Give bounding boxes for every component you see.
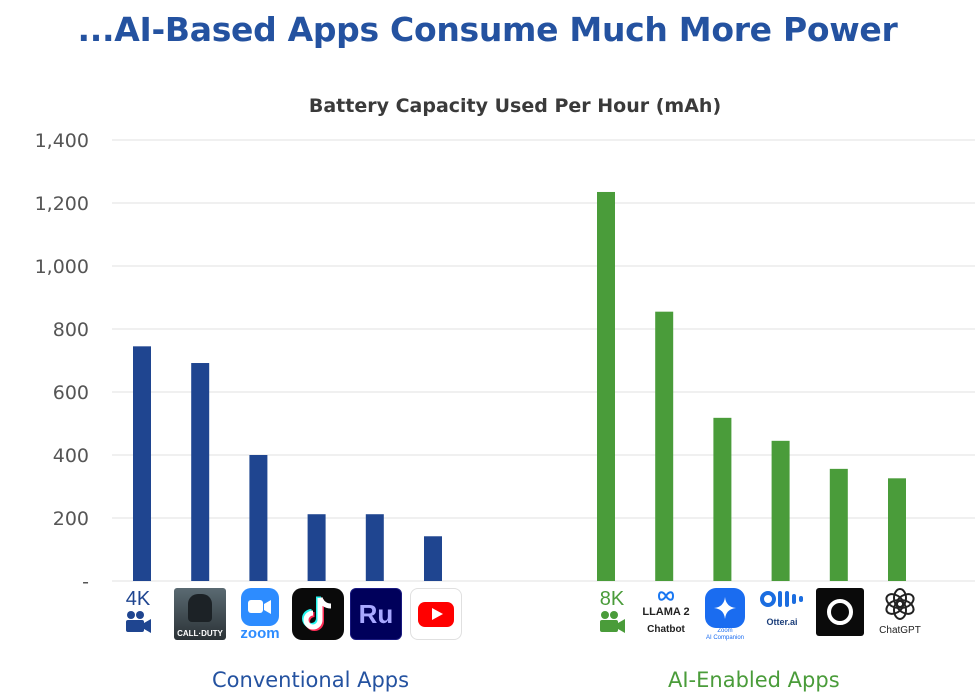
chatgpt-icon: ChatGPT	[873, 588, 927, 640]
bar-8k-video	[597, 191, 615, 581]
y-tick-label: 800	[53, 319, 89, 341]
y-tick-label: 1,400	[35, 130, 89, 152]
bar-adobe-rush	[365, 514, 384, 581]
otter-logo-icon	[760, 591, 803, 607]
tiktok-icon	[292, 588, 344, 640]
zoom-camera-icon	[248, 600, 271, 614]
meta-infinity-icon	[657, 591, 675, 601]
openai-logo-icon	[885, 588, 915, 620]
y-tick-label: -	[82, 571, 89, 593]
bars	[133, 191, 906, 581]
bar-circle-app	[829, 468, 848, 581]
call-of-duty-icon: CALL·DUTY	[174, 588, 226, 640]
zoom-icon: zoom	[237, 588, 283, 642]
video-camera-icon	[600, 611, 625, 633]
bar-4k-video	[133, 346, 151, 581]
y-tick-label: 400	[53, 445, 89, 467]
sparkle-icon	[714, 597, 736, 619]
llama2-icon: LLAMA 2 Chatbot	[636, 588, 696, 640]
bar-zoom-ai-companion	[713, 417, 732, 581]
bar-tiktok	[307, 514, 326, 581]
y-axis-ticks: - 200 400 600 800 1,000 1,200 1,400	[35, 130, 89, 593]
youtube-icon	[410, 588, 462, 640]
video-camera-icon	[126, 611, 151, 633]
zoom-ai-companion-icon: Zoom AI Companion	[703, 588, 747, 642]
y-tick-label: 200	[53, 508, 89, 530]
group-label-conventional: Conventional Apps	[212, 668, 410, 692]
bar-otter-ai	[771, 440, 790, 581]
page-headline: ...AI-Based Apps Consume Much More Power	[77, 10, 898, 49]
bar-llama-2-chatbot	[655, 311, 674, 581]
chart-title: Battery Capacity Used Per Hour (mAh)	[308, 95, 722, 117]
y-tick-label: 1,200	[35, 193, 89, 215]
circle-app-icon	[816, 588, 864, 636]
y-tick-label: 600	[53, 382, 89, 404]
play-icon	[432, 608, 443, 620]
adobe-rush-icon: Ru	[350, 588, 402, 640]
bar-chatgpt	[888, 478, 906, 581]
otter-ai-icon: Otter.ai	[758, 588, 806, 632]
bar-call-of-duty	[191, 363, 210, 581]
video-8k-icon: 8K	[590, 588, 634, 640]
tiktok-note-icon	[302, 596, 332, 631]
video-4k-icon: 4K	[116, 588, 160, 640]
y-tick-label: 1,000	[35, 256, 89, 278]
bar-zoom	[249, 455, 268, 581]
bar-youtube	[424, 536, 442, 581]
group-label-ai: AI-Enabled Apps	[668, 668, 840, 692]
